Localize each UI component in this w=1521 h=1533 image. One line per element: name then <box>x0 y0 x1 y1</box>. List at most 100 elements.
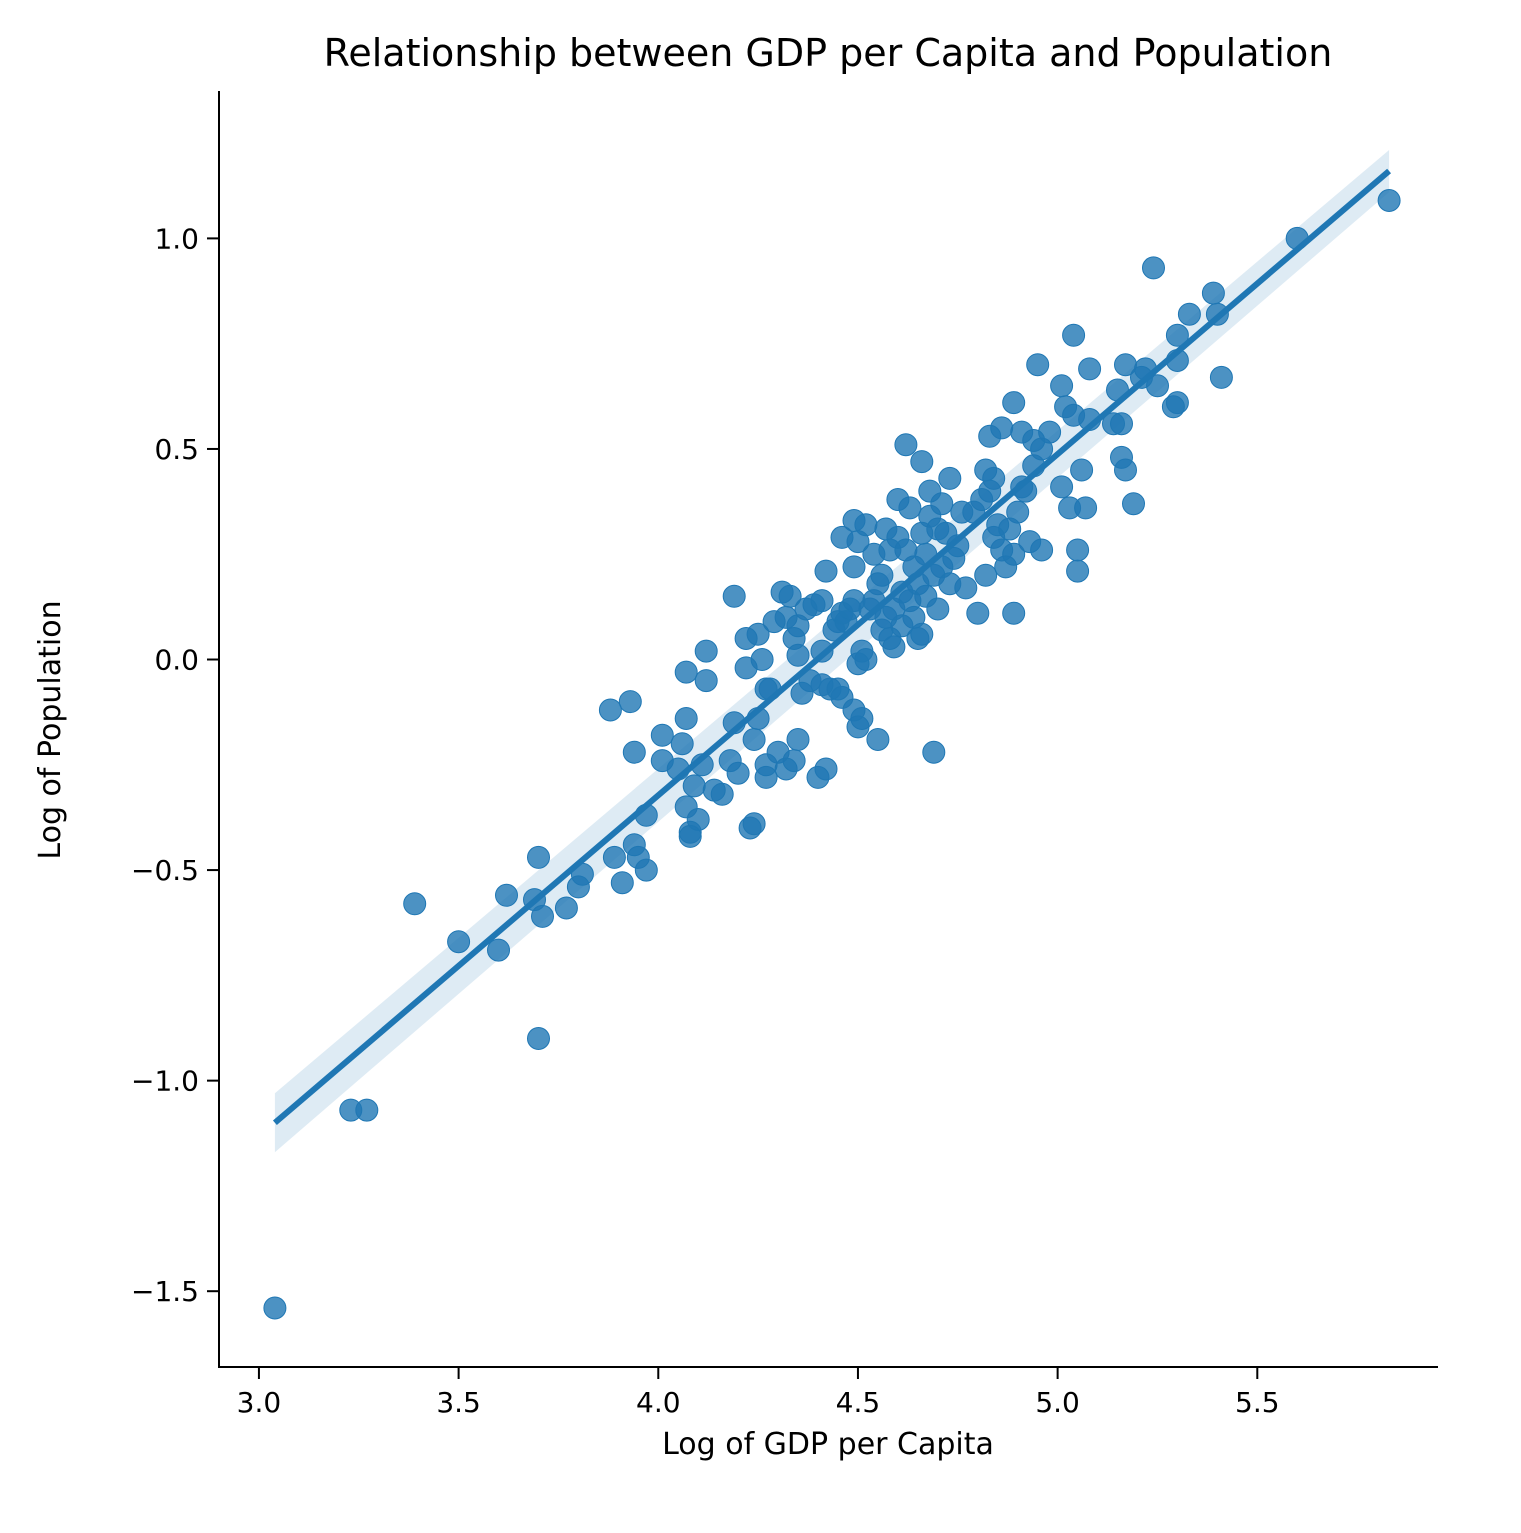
data-point <box>742 812 766 836</box>
data-point <box>1146 374 1169 398</box>
data-point <box>1002 391 1026 415</box>
data-point <box>850 707 874 730</box>
data-point <box>810 589 834 613</box>
y-tick-label: −1.5 <box>131 1275 199 1308</box>
data-point <box>1050 374 1074 398</box>
data-point <box>618 690 642 714</box>
y-tick-label: 0.0 <box>154 644 199 677</box>
x-tick-label: 3.0 <box>237 1386 282 1419</box>
data-point <box>1177 302 1201 326</box>
data-point <box>722 584 746 608</box>
data-point <box>1110 412 1133 436</box>
data-point <box>866 728 890 751</box>
data-point <box>650 723 674 747</box>
data-point <box>742 728 766 751</box>
data-point <box>1377 189 1401 212</box>
y-tick-label: −1.0 <box>131 1065 199 1098</box>
data-point <box>1209 365 1233 389</box>
data-point <box>495 883 518 907</box>
data-point <box>403 892 427 916</box>
data-point <box>778 584 802 608</box>
data-point <box>1165 323 1189 347</box>
data-point <box>487 938 510 962</box>
data-point <box>782 749 806 773</box>
y-tick-label: −0.5 <box>131 854 199 887</box>
data-point <box>894 433 918 457</box>
data-point <box>814 757 838 781</box>
data-point <box>842 555 866 579</box>
data-point <box>674 660 698 684</box>
data-point <box>814 559 838 583</box>
data-point <box>1066 538 1090 562</box>
data-point <box>1002 542 1026 566</box>
data-point <box>355 1098 379 1122</box>
data-point <box>966 601 990 625</box>
data-point <box>1165 391 1189 415</box>
data-point <box>954 576 978 600</box>
data-point <box>554 896 578 920</box>
data-point <box>670 732 694 756</box>
data-point <box>750 648 774 671</box>
data-point <box>447 930 471 954</box>
data-point <box>610 871 634 895</box>
data-point <box>786 643 810 667</box>
data-point <box>622 740 646 764</box>
data-point <box>910 450 934 474</box>
x-ticks: 3.0 3.5 4.0 4.5 5.0 5.5 <box>237 1367 1280 1419</box>
x-tick-label: 4.0 <box>636 1386 681 1419</box>
data-point <box>531 904 554 928</box>
chart-title: Relationship between GDP per Capita and … <box>324 31 1333 75</box>
data-point <box>854 513 878 537</box>
data-point <box>1062 323 1086 347</box>
data-point <box>694 639 718 663</box>
data-point <box>598 698 622 722</box>
y-ticks: −1.5 −1.0 −0.5 0.0 0.5 1.0 <box>131 222 219 1308</box>
data-point <box>982 466 1006 490</box>
x-axis-label: Log of GDP per Capita <box>662 1427 994 1462</box>
data-point <box>1026 353 1050 377</box>
data-point <box>910 622 934 646</box>
data-point <box>1002 601 1026 625</box>
data-point <box>1142 256 1165 280</box>
data-point <box>922 740 946 764</box>
data-point <box>710 782 734 806</box>
data-point <box>1201 281 1225 305</box>
data-point <box>634 858 658 882</box>
data-point <box>682 774 706 798</box>
x-tick-label: 3.5 <box>436 1386 481 1419</box>
points-layer <box>263 189 1401 1320</box>
data-point <box>602 845 626 869</box>
data-point <box>263 1296 287 1320</box>
x-tick-label: 5.5 <box>1235 1386 1280 1419</box>
data-point <box>746 622 770 646</box>
data-point <box>1114 458 1137 482</box>
data-point <box>1030 538 1054 562</box>
y-axis-label: Log of Population <box>33 600 68 859</box>
x-tick-label: 4.5 <box>836 1386 881 1419</box>
regression-line <box>272 168 1392 1126</box>
data-point <box>694 669 718 693</box>
data-point <box>854 648 878 671</box>
data-point <box>1066 559 1090 583</box>
data-point <box>527 845 550 869</box>
data-point <box>726 761 750 785</box>
data-point <box>686 808 710 831</box>
data-point <box>990 416 1014 440</box>
x-tick-label: 5.0 <box>1035 1386 1080 1419</box>
data-point <box>1050 475 1074 499</box>
data-point <box>527 1027 550 1050</box>
data-point <box>674 707 698 730</box>
data-point <box>786 728 810 751</box>
data-point <box>1006 500 1030 524</box>
data-point <box>882 635 906 659</box>
data-point <box>926 597 950 621</box>
y-tick-label: 1.0 <box>154 222 199 255</box>
y-tick-label: 0.5 <box>154 433 199 466</box>
data-point <box>1122 492 1145 516</box>
data-point <box>930 492 954 516</box>
regression-layer <box>272 168 1392 1126</box>
data-point <box>974 563 998 587</box>
data-point <box>1078 357 1102 381</box>
data-point <box>898 496 922 520</box>
